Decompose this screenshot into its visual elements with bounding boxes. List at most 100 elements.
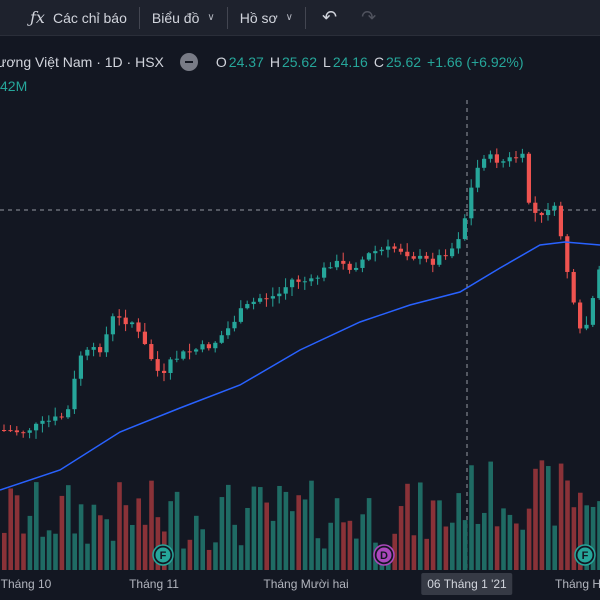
symbol-title[interactable]: ương Việt Nam · 1D · HSX [0, 54, 164, 70]
chart-type-button[interactable]: Biểu đồ ∨ [144, 0, 223, 36]
candle-body [91, 347, 96, 350]
toolbar-divider [226, 6, 228, 29]
candle-body [571, 271, 576, 303]
event-marker-letter: F [160, 550, 167, 562]
volume-bar [238, 545, 244, 570]
candle-body [104, 334, 109, 353]
volume-bar [187, 539, 193, 570]
volume-bar [456, 493, 461, 570]
candle-body [27, 430, 32, 433]
candle-body [283, 287, 288, 294]
volume-bar [155, 517, 161, 570]
candle-body [373, 251, 378, 254]
candle-body [315, 277, 320, 279]
volume-bar [546, 466, 551, 570]
candle-body [258, 298, 263, 302]
volume-bar [450, 522, 455, 570]
candle-body [98, 347, 103, 353]
candle-body [328, 267, 333, 269]
candle-body [2, 430, 7, 431]
volume-bar [85, 543, 90, 570]
volume-bar [181, 548, 186, 570]
candle-body [72, 378, 77, 410]
candle-body [110, 316, 115, 335]
crosshair-date-label: 06 Tháng 1 '21 [421, 573, 513, 595]
volume-bar [226, 484, 231, 570]
volume-bar [443, 526, 449, 570]
undo-icon[interactable]: ↶ [322, 7, 338, 27]
candle-body [251, 301, 256, 305]
candle-body [117, 316, 122, 318]
volume-bar [341, 522, 346, 570]
candle-body [290, 279, 295, 288]
candle-body [46, 420, 51, 422]
volume-bar [290, 511, 295, 570]
volume-bar [430, 500, 436, 570]
candle-body [226, 328, 231, 336]
low-label: L [323, 54, 331, 70]
volume-bar [597, 501, 600, 570]
ohlc-values: O 24.37 H 25.62 L 24.16 C 25.62 +1.66 (+6.92… [216, 54, 528, 70]
volume-bar [366, 498, 372, 570]
volume-bar [424, 538, 429, 570]
fx-icon: ƒx [30, 8, 45, 27]
candle-body [213, 342, 218, 349]
volume-bar [360, 514, 365, 570]
volume-bar [142, 524, 148, 570]
candle-body [264, 298, 269, 300]
volume-bar [526, 508, 532, 570]
candle-body [322, 267, 327, 278]
candle-body [392, 246, 397, 249]
candle-body [14, 430, 19, 433]
high-value: 25.62 [281, 54, 318, 70]
candle-body [494, 154, 499, 163]
candle-body [578, 302, 583, 329]
volume-bar [264, 502, 269, 570]
candle-body [78, 355, 83, 379]
volume-bar [302, 499, 308, 570]
volume-bars [2, 460, 600, 570]
close-label: C [373, 54, 384, 70]
volume-bar [558, 463, 564, 570]
candle-body [334, 260, 339, 268]
candle-body [309, 278, 314, 282]
redo-icon[interactable]: ↷ [361, 7, 377, 27]
change-value: +1.66 (+6.92%) [427, 54, 524, 70]
volume-bar [104, 519, 109, 570]
chart-type-label: Biểu đồ [151, 9, 200, 26]
profile-label: Hồ sơ [239, 9, 278, 26]
candle-body [597, 269, 600, 299]
candle-body [174, 358, 179, 360]
volume-bar [328, 522, 333, 570]
volume-bar [270, 520, 276, 570]
candle-body [398, 248, 403, 252]
volume-bar [334, 498, 340, 570]
indicators-button[interactable]: ƒx Các chỉ báo [0, 0, 135, 36]
volume-bar [98, 515, 103, 570]
moving-average-line [0, 241, 600, 491]
volume-bar [136, 498, 141, 570]
collapse-legend-button[interactable] [179, 53, 198, 71]
indicators-label: Các chỉ báo [52, 9, 127, 26]
candle-body [21, 432, 26, 434]
volume-bar [565, 480, 570, 570]
volume-bar [309, 480, 314, 570]
candle-body [123, 317, 128, 325]
volume-bar [27, 515, 33, 570]
profile-button[interactable]: Hồ sơ ∨ [232, 0, 301, 36]
candle-body [53, 416, 58, 421]
volume-bar [8, 488, 13, 570]
candle-body [155, 359, 160, 371]
candle-body [386, 246, 391, 250]
candle-body [469, 187, 474, 219]
volume-bar [174, 491, 180, 570]
candle-body [546, 209, 551, 216]
candle-body [584, 324, 589, 329]
volume-bar [469, 465, 474, 570]
close-value: 25.62 [385, 54, 422, 70]
candle-body [142, 331, 147, 345]
volume-bar [520, 529, 525, 570]
volume-bar [91, 504, 97, 570]
volume-bar [347, 520, 353, 570]
